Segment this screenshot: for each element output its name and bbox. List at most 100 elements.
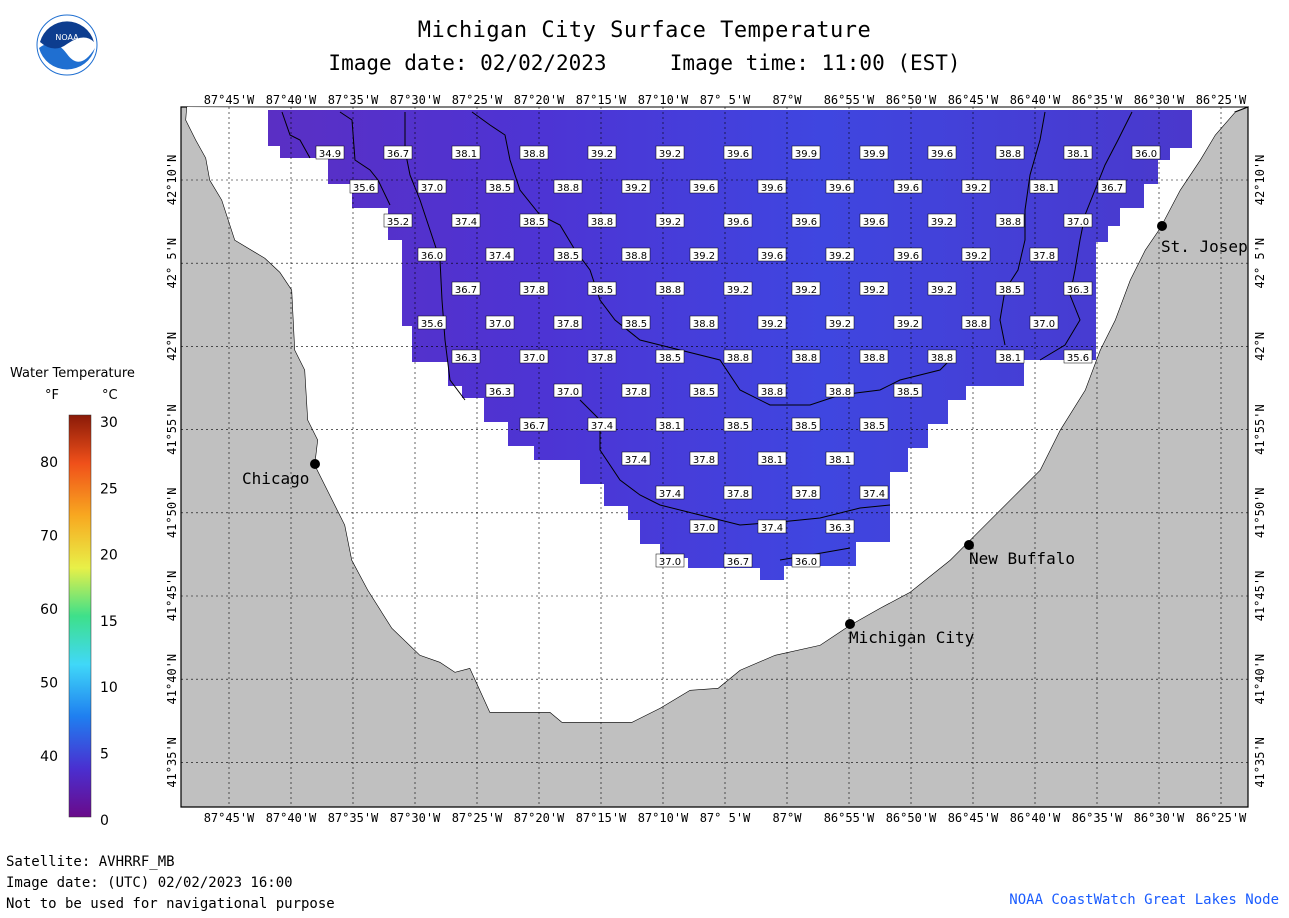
temperature-label: 38.1 bbox=[825, 451, 855, 466]
svg-text:37.0: 37.0 bbox=[489, 319, 511, 330]
svg-text:36.3: 36.3 bbox=[829, 523, 851, 534]
lat-label: 41°45'N bbox=[165, 571, 179, 622]
temperature-label: 38.1 bbox=[451, 145, 481, 160]
temperature-label: 39.2 bbox=[791, 281, 821, 296]
longitude-labels-top: 87°45'W 87°40'W 87°35'W 87°30'W 87°25'W 87°20… bbox=[204, 93, 1247, 107]
temperature-label: 39.6 bbox=[757, 179, 787, 194]
svg-text:39.6: 39.6 bbox=[727, 149, 749, 160]
temperature-label: 37.0 bbox=[553, 383, 583, 398]
svg-text:38.8: 38.8 bbox=[591, 217, 613, 228]
lat-label: 42° 5'N bbox=[1253, 238, 1267, 289]
temperature-label: 39.6 bbox=[757, 247, 787, 262]
svg-text:39.6: 39.6 bbox=[795, 217, 817, 228]
svg-text:38.1: 38.1 bbox=[761, 455, 783, 466]
temperature-label: 38.1 bbox=[1063, 145, 1093, 160]
temperature-label: 37.0 bbox=[417, 179, 447, 194]
legend-f-tick: 70 bbox=[40, 529, 58, 545]
lon-label: 86°35'W bbox=[1072, 93, 1123, 107]
svg-text:37.8: 37.8 bbox=[591, 353, 613, 364]
temperature-label: 37.4 bbox=[621, 451, 651, 466]
footer-warning: Not to be used for navigational purpose bbox=[6, 896, 335, 912]
temperature-label: 38.1 bbox=[757, 451, 787, 466]
lon-label: 86°45'W bbox=[948, 93, 999, 107]
temperature-label: 35.6 bbox=[1063, 349, 1093, 364]
svg-text:39.2: 39.2 bbox=[625, 183, 647, 194]
lat-label: 41°35'N bbox=[1253, 737, 1267, 788]
svg-text:38.5: 38.5 bbox=[795, 421, 817, 432]
temperature-label: 37.4 bbox=[757, 519, 787, 534]
svg-text:38.5: 38.5 bbox=[523, 217, 545, 228]
latitude-labels-right: 42°10'N 42° 5'N 42°N 41°55'N 41°50'N 41°45'N 4… bbox=[1253, 155, 1267, 788]
temperature-label: 38.8 bbox=[995, 213, 1025, 228]
svg-text:37.8: 37.8 bbox=[523, 285, 545, 296]
lat-label: 41°50'N bbox=[165, 488, 179, 539]
svg-text:36.3: 36.3 bbox=[455, 353, 477, 364]
city-label: St. Josep bbox=[1161, 237, 1248, 256]
temperature-label: 37.4 bbox=[859, 485, 889, 500]
map-title: Michigan City Surface Temperature bbox=[417, 18, 872, 43]
svg-text:38.8: 38.8 bbox=[829, 387, 851, 398]
temperature-label: 37.0 bbox=[1029, 315, 1059, 330]
svg-text:38.8: 38.8 bbox=[931, 353, 953, 364]
svg-text:36.7: 36.7 bbox=[727, 557, 749, 568]
svg-text:38.5: 38.5 bbox=[659, 353, 681, 364]
temperature-label: 36.7 bbox=[723, 553, 753, 568]
temperature-label: 37.8 bbox=[791, 485, 821, 500]
svg-text:37.4: 37.4 bbox=[591, 421, 613, 432]
svg-text:35.6: 35.6 bbox=[353, 183, 375, 194]
svg-text:39.6: 39.6 bbox=[693, 183, 715, 194]
temperature-label: 38.8 bbox=[553, 179, 583, 194]
lon-label: 87°30'W bbox=[390, 811, 441, 825]
svg-text:37.4: 37.4 bbox=[863, 489, 885, 500]
temperature-label: 36.3 bbox=[1063, 281, 1093, 296]
temperature-label: 39.6 bbox=[893, 247, 923, 262]
legend-f-tick: 80 bbox=[40, 455, 58, 471]
city-marker bbox=[310, 459, 320, 469]
svg-text:38.8: 38.8 bbox=[523, 149, 545, 160]
temperature-label: 37.0 bbox=[1063, 213, 1093, 228]
svg-text:39.2: 39.2 bbox=[897, 319, 919, 330]
svg-text:39.6: 39.6 bbox=[727, 217, 749, 228]
lon-label: 86°30'W bbox=[1134, 811, 1185, 825]
temperature-label: 38.8 bbox=[723, 349, 753, 364]
legend-c-tick: 30 bbox=[100, 415, 118, 431]
credit-link[interactable]: NOAA CoastWatch Great Lakes Node bbox=[1009, 892, 1279, 908]
legend-f-tick: 60 bbox=[40, 602, 58, 618]
svg-text:37.0: 37.0 bbox=[421, 183, 443, 194]
temperature-label: 38.5 bbox=[587, 281, 617, 296]
legend-c-tick: 25 bbox=[100, 481, 118, 497]
svg-text:39.2: 39.2 bbox=[829, 319, 851, 330]
temperature-label: 37.4 bbox=[655, 485, 685, 500]
legend-fahrenheit-ticks: 80 70 60 50 40 bbox=[40, 455, 58, 765]
temperature-label: 37.8 bbox=[553, 315, 583, 330]
temperature-label: 39.2 bbox=[655, 213, 685, 228]
temperature-label: 36.0 bbox=[1131, 145, 1161, 160]
legend-c-tick: 10 bbox=[100, 680, 118, 696]
temperature-label: 37.4 bbox=[485, 247, 515, 262]
isotherm-contours bbox=[281, 111, 1133, 561]
temperature-label: 39.2 bbox=[655, 145, 685, 160]
latitude-labels-left: 42°10'N 42° 5'N 42°N 41°55'N 41°50'N 41°45'N 4… bbox=[165, 155, 179, 788]
lon-label: 86°55'W bbox=[824, 93, 875, 107]
temperature-label: 36.3 bbox=[825, 519, 855, 534]
lon-label: 86°25'W bbox=[1196, 93, 1247, 107]
svg-text:39.2: 39.2 bbox=[591, 149, 613, 160]
svg-text:39.2: 39.2 bbox=[659, 149, 681, 160]
lon-label: 87° 5'W bbox=[700, 811, 751, 825]
temperature-label: 39.2 bbox=[961, 247, 991, 262]
lon-label: 87° 5'W bbox=[700, 93, 751, 107]
temperature-label: 38.8 bbox=[995, 145, 1025, 160]
svg-text:37.8: 37.8 bbox=[693, 455, 715, 466]
svg-text:35.6: 35.6 bbox=[421, 319, 443, 330]
svg-text:37.0: 37.0 bbox=[1033, 319, 1055, 330]
temperature-label: 37.8 bbox=[723, 485, 753, 500]
legend-f-tick: 50 bbox=[40, 676, 58, 692]
city-marker bbox=[845, 619, 855, 629]
svg-text:37.8: 37.8 bbox=[795, 489, 817, 500]
city-label: New Buffalo bbox=[969, 549, 1075, 568]
svg-text:39.6: 39.6 bbox=[897, 183, 919, 194]
svg-text:38.8: 38.8 bbox=[557, 183, 579, 194]
temperature-label: 36.0 bbox=[417, 247, 447, 262]
temperature-label: 37.0 bbox=[655, 553, 685, 568]
lat-label: 42°10'N bbox=[1253, 155, 1267, 206]
